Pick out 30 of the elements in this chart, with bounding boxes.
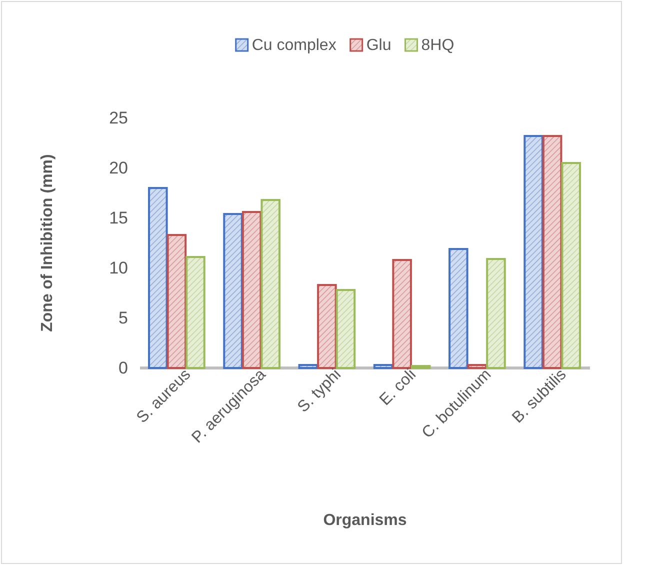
bar <box>223 213 243 369</box>
bar <box>298 364 318 369</box>
bar <box>242 211 262 369</box>
bar <box>561 162 581 369</box>
bar <box>166 234 187 369</box>
legend-label: 8HQ <box>421 37 454 54</box>
legend-label: Cu complex <box>252 37 336 54</box>
bar <box>373 364 394 369</box>
bar <box>392 259 412 369</box>
y-tick-label: 15 <box>109 208 128 228</box>
bar <box>317 284 337 369</box>
bar <box>260 199 280 369</box>
bar <box>448 248 468 369</box>
y-tick-label: 5 <box>118 308 128 328</box>
bar <box>467 364 488 369</box>
y-axis-title: Zone of Inhibition (mm) <box>39 154 56 332</box>
x-tick-label: E. coli <box>376 366 420 409</box>
y-tick-label: 10 <box>109 258 128 278</box>
bar <box>148 187 168 369</box>
legend-label: Glu <box>366 37 392 54</box>
bar <box>524 135 544 369</box>
bar <box>486 258 506 369</box>
x-axis-title: Organisms <box>323 512 407 529</box>
y-tick-label: 20 <box>109 158 128 178</box>
bar <box>410 365 431 369</box>
y-tick-label: 0 <box>118 358 128 378</box>
bar <box>336 289 356 369</box>
bar <box>186 256 206 369</box>
bar <box>542 135 562 369</box>
y-tick-label: 25 <box>109 108 128 128</box>
